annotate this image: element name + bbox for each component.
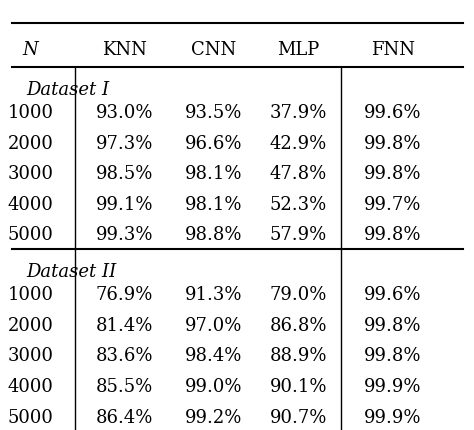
Text: 90.7%: 90.7% <box>270 408 328 427</box>
Text: Dataset I: Dataset I <box>26 81 109 99</box>
Text: 2000: 2000 <box>8 135 54 153</box>
Text: 1000: 1000 <box>8 104 54 122</box>
Text: 88.9%: 88.9% <box>270 347 328 365</box>
Text: 98.8%: 98.8% <box>185 227 243 244</box>
Text: 99.9%: 99.9% <box>364 408 421 427</box>
Text: 4000: 4000 <box>8 378 54 396</box>
Text: CNN: CNN <box>191 41 237 59</box>
Text: 91.3%: 91.3% <box>185 286 243 304</box>
Text: KNN: KNN <box>102 41 147 59</box>
Text: 99.1%: 99.1% <box>96 196 154 214</box>
Text: 37.9%: 37.9% <box>270 104 328 122</box>
Text: 1000: 1000 <box>8 286 54 304</box>
Text: 96.6%: 96.6% <box>185 135 243 153</box>
Text: 85.5%: 85.5% <box>96 378 153 396</box>
Text: 99.8%: 99.8% <box>364 135 421 153</box>
Text: 76.9%: 76.9% <box>96 286 153 304</box>
Text: 99.6%: 99.6% <box>364 286 421 304</box>
Text: 98.4%: 98.4% <box>185 347 243 365</box>
Text: 93.0%: 93.0% <box>96 104 154 122</box>
Text: 99.7%: 99.7% <box>364 196 421 214</box>
Text: 98.1%: 98.1% <box>185 196 243 214</box>
Text: 97.0%: 97.0% <box>185 317 243 335</box>
Text: 52.3%: 52.3% <box>270 196 327 214</box>
Text: 3000: 3000 <box>8 347 54 365</box>
Text: 86.8%: 86.8% <box>270 317 328 335</box>
Text: 99.6%: 99.6% <box>364 104 421 122</box>
Text: 98.1%: 98.1% <box>185 165 243 183</box>
Text: 2000: 2000 <box>8 317 54 335</box>
Text: 99.0%: 99.0% <box>185 378 243 396</box>
Text: Dataset II: Dataset II <box>26 263 116 281</box>
Text: 3000: 3000 <box>8 165 54 183</box>
Text: 83.6%: 83.6% <box>96 347 154 365</box>
Text: 81.4%: 81.4% <box>96 317 153 335</box>
Text: 93.5%: 93.5% <box>185 104 243 122</box>
Text: 97.3%: 97.3% <box>96 135 153 153</box>
Text: 42.9%: 42.9% <box>270 135 327 153</box>
Text: 99.8%: 99.8% <box>364 165 421 183</box>
Text: 5000: 5000 <box>8 227 54 244</box>
Text: MLP: MLP <box>277 41 320 59</box>
Text: 47.8%: 47.8% <box>270 165 327 183</box>
Text: 57.9%: 57.9% <box>270 227 327 244</box>
Text: N: N <box>23 41 38 59</box>
Text: FNN: FNN <box>371 41 415 59</box>
Text: 99.8%: 99.8% <box>364 317 421 335</box>
Text: 99.8%: 99.8% <box>364 227 421 244</box>
Text: 79.0%: 79.0% <box>270 286 328 304</box>
Text: 99.8%: 99.8% <box>364 347 421 365</box>
Text: 99.3%: 99.3% <box>96 227 154 244</box>
Text: 5000: 5000 <box>8 408 54 427</box>
Text: 99.2%: 99.2% <box>185 408 243 427</box>
Text: 99.9%: 99.9% <box>364 378 421 396</box>
Text: 4000: 4000 <box>8 196 54 214</box>
Text: 90.1%: 90.1% <box>270 378 328 396</box>
Text: 86.4%: 86.4% <box>96 408 153 427</box>
Text: 98.5%: 98.5% <box>96 165 153 183</box>
